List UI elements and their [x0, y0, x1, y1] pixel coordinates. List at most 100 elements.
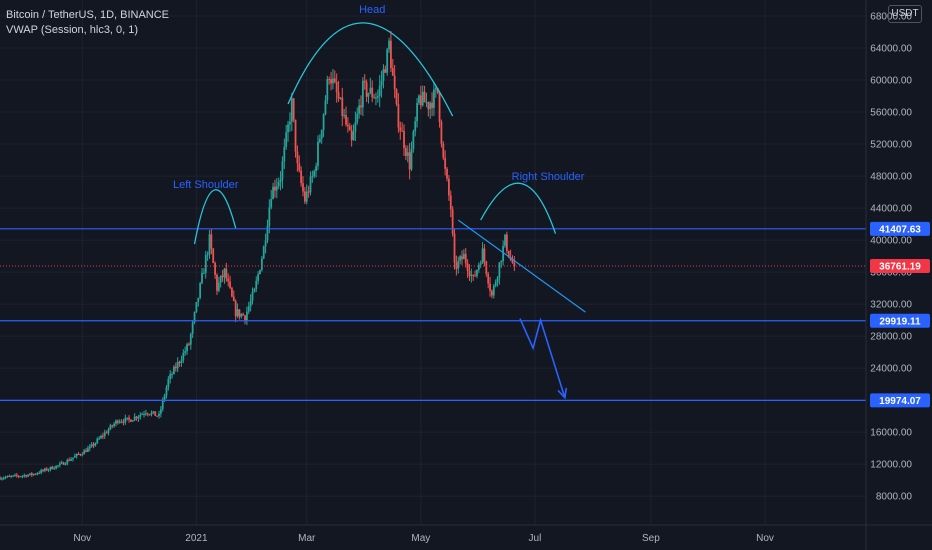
candle-body: [40, 470, 43, 473]
candle-body: [148, 414, 151, 416]
candle-body: [418, 95, 420, 104]
candle-body: [487, 273, 490, 284]
candle-body: [161, 399, 164, 410]
candle-body: [55, 465, 58, 469]
candle-body: [365, 82, 368, 97]
candle-body: [58, 463, 61, 466]
candle-body: [17, 475, 20, 477]
candle-body: [234, 300, 237, 317]
candle-body: [62, 462, 65, 465]
candle-body: [457, 260, 460, 269]
candle-body: [214, 262, 216, 275]
candle-body: [251, 292, 254, 301]
candle-body: [345, 115, 347, 125]
candle-body: [100, 435, 102, 439]
level-price-badge: [870, 313, 930, 328]
candle-body: [42, 470, 44, 472]
candle-body: [397, 104, 400, 128]
candle-body: [427, 102, 430, 110]
y-tick-label: 64000.00: [870, 44, 912, 55]
candle-body: [511, 259, 514, 263]
candle-body: [500, 261, 503, 263]
candle-body: [440, 121, 443, 144]
x-tick-label: Jul: [529, 533, 542, 544]
y-tick-label: 32000.00: [870, 300, 912, 311]
candle-body: [425, 102, 428, 104]
pattern-annotation[interactable]: Head: [359, 4, 385, 16]
candle-body: [451, 209, 454, 234]
candle-body: [238, 309, 241, 317]
candle-body: [313, 170, 316, 177]
candle-body: [96, 438, 99, 444]
pattern-arc[interactable]: [193, 189, 237, 245]
candle-body: [245, 311, 248, 321]
candle-body: [513, 262, 516, 267]
candle-body: [410, 149, 413, 170]
candle-body: [64, 463, 67, 465]
candle-body: [223, 268, 226, 278]
pattern-arc[interactable]: [287, 22, 454, 117]
candle-body: [87, 448, 89, 452]
level-price-badge: [870, 393, 930, 408]
candle-body: [431, 102, 433, 108]
candle-body: [498, 262, 501, 278]
candle-body: [470, 274, 473, 277]
candle-body: [118, 421, 121, 423]
candle-body: [346, 124, 349, 127]
y-tick-label: 12000.00: [870, 460, 912, 471]
candle-body: [111, 425, 114, 427]
candle-body: [330, 79, 332, 84]
candle-body: [14, 474, 16, 476]
candle-body: [186, 344, 188, 352]
trend-line[interactable]: [457, 219, 586, 313]
pattern-annotation[interactable]: Right Shoulder: [512, 171, 585, 183]
candle-body: [210, 234, 213, 249]
level-price-label: 41407.63: [879, 224, 921, 235]
candle-body: [85, 450, 87, 452]
candle-body: [139, 414, 142, 417]
pattern-annotation[interactable]: Left Shoulder: [173, 179, 239, 191]
candle-body: [180, 360, 183, 363]
candle-body: [279, 179, 282, 182]
candle-body: [171, 374, 173, 376]
candle-body: [113, 423, 115, 427]
candle-body: [421, 91, 424, 106]
candle-body: [283, 146, 286, 162]
candle-body: [130, 419, 132, 422]
candle-body: [53, 468, 56, 470]
candle-body: [438, 92, 441, 122]
candle-body: [292, 98, 295, 120]
candle-body: [219, 275, 222, 283]
candle-body: [141, 413, 144, 415]
candle-body: [367, 93, 370, 97]
candle-body: [449, 195, 452, 210]
candle-body: [466, 263, 469, 272]
candle-body: [34, 473, 37, 475]
candle-body: [174, 366, 177, 369]
candle-body: [191, 322, 194, 334]
candle-body: [375, 97, 377, 99]
time-axis[interactable]: Nov 2021 Mar May Jul Sep Nov: [73, 533, 773, 544]
symbol-title[interactable]: Bitcoin / TetherUS, 1D, BINANCE: [6, 9, 170, 21]
candle-body: [412, 131, 415, 150]
candle-body: [199, 283, 202, 298]
candle-body: [122, 421, 125, 423]
candle-body: [77, 453, 80, 455]
candle-body: [30, 473, 33, 476]
candle-body: [169, 374, 172, 379]
pattern-arc[interactable]: [480, 182, 557, 234]
currency-badge[interactable]: USDT: [888, 5, 922, 23]
candle-body: [320, 129, 323, 139]
candle-body: [388, 40, 390, 50]
indicator-label[interactable]: VWAP (Session, hlc3, 0, 1): [6, 24, 139, 36]
candle-body: [406, 152, 409, 156]
level-price-label: 29919.11: [879, 316, 921, 327]
candle-body: [144, 413, 147, 415]
candle-body: [128, 417, 130, 420]
candle-body: [204, 255, 207, 273]
candle-body: [391, 68, 394, 76]
candle-body: [135, 416, 138, 419]
candle-body: [0, 477, 1, 480]
projection-arrow[interactable]: [519, 317, 566, 398]
